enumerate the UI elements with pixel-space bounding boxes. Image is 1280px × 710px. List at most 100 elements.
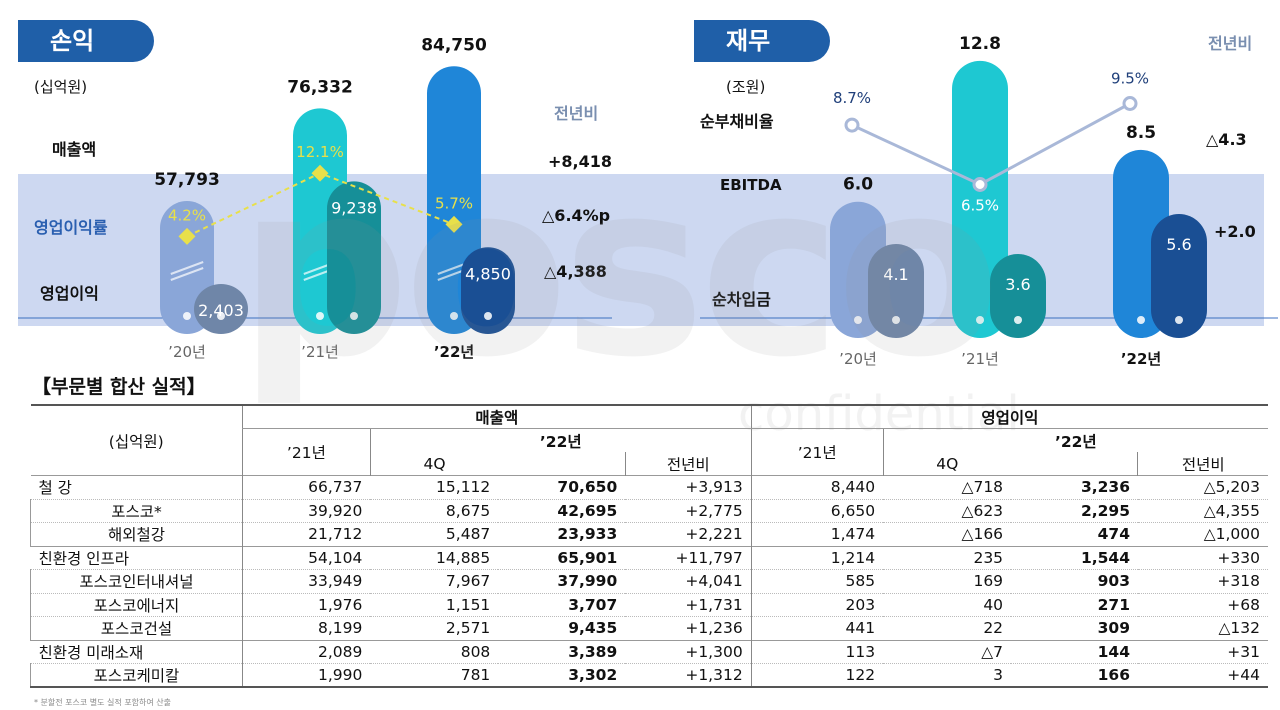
- segment-title: 【부문별 합산 실적】: [32, 376, 206, 398]
- segment-name: 포스코에너지: [30, 592, 243, 617]
- table-cell: △132: [1137, 616, 1268, 640]
- table-cell: +11,797: [675, 548, 743, 567]
- net-bar: [868, 244, 924, 338]
- table-cell: +4,041: [625, 569, 752, 593]
- table-cell: 441: [750, 616, 884, 640]
- op-value-label: 9,238: [331, 198, 377, 217]
- table-cell: 122: [750, 663, 884, 687]
- margin-value-label: 5.7%: [435, 194, 473, 212]
- net-value-label: 5.6: [1166, 235, 1191, 254]
- table-cell: 6,650: [750, 498, 884, 523]
- segment-footnote: * 분할전 포스코 별도 실적 포함하여 산출: [34, 698, 172, 707]
- table-cell: 2,295: [1011, 498, 1138, 523]
- table-cell: 235: [973, 548, 1004, 567]
- ratio-value-label: 6.5%: [961, 197, 999, 215]
- income-year-label: ’22년: [434, 343, 474, 361]
- label-op: 영업이익: [40, 284, 99, 303]
- col-header-22-op: ’22년: [882, 428, 1268, 452]
- table-cell: 1,151: [370, 592, 499, 617]
- bar-base-dot: [1014, 316, 1022, 324]
- income-yoy-op: △4,388: [544, 262, 607, 281]
- bar-base-dot: [183, 312, 191, 320]
- table-cell: +44: [1137, 663, 1268, 687]
- table-cell: 39,920: [241, 498, 371, 523]
- margin-point: [311, 164, 329, 182]
- col-header-yoy-sales: 전년비: [624, 452, 752, 476]
- segment-name: 포스코건설: [30, 616, 243, 640]
- table-cell: 1,990: [241, 663, 371, 687]
- table-cell: 3,302: [498, 663, 626, 687]
- sales-value-label: 84,750: [421, 35, 487, 55]
- table-cell: 203: [750, 592, 884, 617]
- col-header-yoy-op: 전년비: [1137, 452, 1268, 476]
- table-cell: 808: [460, 642, 491, 661]
- table-cell: 2,571: [370, 616, 499, 640]
- table-cell: 309: [1011, 616, 1138, 640]
- table-cell: 3: [883, 663, 1012, 687]
- segment-unit: (십억원): [30, 404, 243, 476]
- col-header-4q-op: 4Q: [882, 452, 1012, 476]
- table-cell: 3,389: [568, 642, 618, 661]
- axis-break-mark: [170, 267, 204, 281]
- sales-value-label: 76,332: [287, 77, 353, 97]
- charts-svg: 57,793 2,403 ’20년 76,332 9,238 ’21년 84,750 4,85…: [18, 34, 1278, 368]
- table-cell: 8,440: [750, 475, 884, 499]
- income-header: 손익: [18, 20, 154, 62]
- table-cell: +31: [1227, 642, 1260, 661]
- table-cell: 3,707: [498, 592, 626, 617]
- table-cell: 42,695: [498, 498, 626, 523]
- income-year-label: ’20년: [168, 343, 206, 361]
- margin-value-label: 12.1%: [296, 143, 344, 161]
- table-cell: △166: [883, 522, 1012, 546]
- table-cell: △7: [981, 642, 1004, 661]
- table-cell: 169: [883, 569, 1012, 593]
- axis-break-mark: [170, 261, 204, 275]
- op-value-label: 2,403: [198, 301, 244, 320]
- table-cell: 8,675: [370, 498, 499, 523]
- table-cell: △623: [883, 498, 1012, 523]
- bar-base-dot: [892, 316, 900, 324]
- table-cell: 474: [1011, 522, 1138, 546]
- table-cell: 5,487: [370, 522, 499, 546]
- sales-value-label: 57,793: [154, 170, 220, 190]
- op-bar: [194, 283, 248, 334]
- segment-name: 해외철강: [30, 522, 243, 546]
- table-cell: △5,203: [1203, 478, 1260, 497]
- table-cell: +1,312: [625, 663, 752, 687]
- table-row: 친환경 인프라 54,104 14,885 65,901 +11,797 1,214 235…: [30, 546, 1268, 570]
- table-cell: 113: [750, 640, 884, 664]
- net-bar: [990, 254, 1046, 338]
- table-cell: 3,236: [1080, 478, 1130, 497]
- finance-yoy-net: +2.0: [1214, 222, 1256, 241]
- finance-yoy-header: 전년비: [1208, 34, 1253, 53]
- income-yoy-header: 전년비: [554, 104, 599, 123]
- table-row: 철 강 66,737 15,112 70,650 +3,913 8,440 △718 3,23…: [31, 475, 1269, 499]
- table-cell: 33,949: [241, 569, 371, 593]
- table-cell: +1,300: [685, 642, 743, 661]
- table-row: 친환경 미래소재 2,089 808 3,389 +1,300 113 △7 144 +31: [30, 640, 1268, 664]
- table-cell: +318: [1137, 569, 1268, 593]
- table-cell: 271: [1011, 592, 1138, 617]
- ratio-value-label: 8.7%: [833, 89, 871, 107]
- ebitda-value-label: 12.8: [959, 34, 1001, 54]
- bar-base-dot: [1175, 316, 1183, 324]
- label-sales: 매출액: [52, 140, 97, 159]
- col-header-4q-sales: 4Q: [369, 452, 499, 476]
- table-cell: 37,990: [498, 569, 626, 593]
- ebitda-value-label: 6.0: [843, 175, 873, 195]
- table-row: 포스코케미칼 1,990 781 3,302 +1,312 122 3 166 +44: [30, 663, 1268, 687]
- net-value-label: 3.6: [1005, 275, 1030, 294]
- segment-group-sales: 매출액: [241, 404, 752, 429]
- net-bar: [1151, 214, 1207, 338]
- table-cell: 166: [1011, 663, 1138, 687]
- table-cell: 70,650: [557, 478, 618, 497]
- ratio-value-label: 9.5%: [1111, 70, 1149, 88]
- bar-base-dot: [854, 316, 862, 324]
- table-cell: 8,199: [241, 616, 371, 640]
- op-value-label: 4,850: [465, 264, 511, 283]
- table-row: 해외철강 21,712 5,487 23,933 +2,221 1,474 △166 474 △…: [30, 522, 1268, 546]
- label-net: 순차입금: [712, 290, 771, 309]
- table-cell: 903: [1011, 569, 1138, 593]
- finance-header: 재무: [694, 20, 830, 62]
- income-year-label: ’21년: [301, 343, 339, 361]
